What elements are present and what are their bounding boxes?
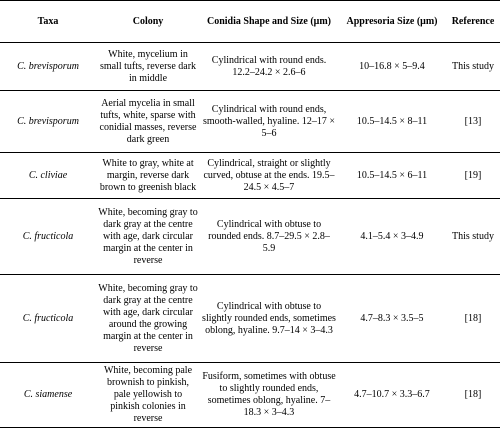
reference-cell: [19] bbox=[446, 152, 500, 199]
reference-cell: This study bbox=[446, 198, 500, 275]
table-row: C. brevisporum Aerial mycelia in small t… bbox=[0, 90, 500, 153]
taxa-cell: C. brevisporum bbox=[0, 90, 96, 153]
colony-cell: White, becoming pale brownish to pinkish… bbox=[96, 362, 200, 428]
table-row: C. siamense White, becoming pale brownis… bbox=[0, 362, 500, 428]
reference-cell: This study bbox=[446, 42, 500, 91]
header-reference: Reference bbox=[446, 0, 500, 43]
conidia-cell: Cylindrical with obtuse to rounded ends.… bbox=[200, 198, 338, 275]
conidia-cell: Fusiform, sometimes with obtuse to sligh… bbox=[200, 362, 338, 428]
colony-cell: White, becoming gray to dark gray at the… bbox=[96, 198, 200, 275]
table-row: C. cliviae White to gray, white at margi… bbox=[0, 152, 500, 199]
table-header: Taxa Colony Conidia Shape and Size (μm) … bbox=[0, 0, 500, 43]
table-row: C. brevisporum White, mycelium in small … bbox=[0, 42, 500, 91]
table-row: C. fructicola White, becoming gray to da… bbox=[0, 198, 500, 275]
appresoria-cell: 4.7–10.7 × 3.3–6.7 bbox=[338, 362, 446, 428]
header-appresoria: Appresoria Size (μm) bbox=[338, 0, 446, 43]
appresoria-cell: 10–16.8 × 5–9.4 bbox=[338, 42, 446, 91]
taxa-cell: C. siamense bbox=[0, 362, 96, 428]
colony-cell: White to gray, white at margin, reverse … bbox=[96, 152, 200, 199]
appresoria-cell: 4.7–8.3 × 3.5–5 bbox=[338, 274, 446, 363]
conidia-cell: Cylindrical, straight or slightly curved… bbox=[200, 152, 338, 199]
table-row: C. fructicola White, becoming gray to da… bbox=[0, 274, 500, 363]
conidia-cell: Cylindrical with round ends, smooth-wall… bbox=[200, 90, 338, 153]
table-body: C. brevisporum White, mycelium in small … bbox=[0, 42, 500, 428]
header-colony: Colony bbox=[96, 0, 200, 43]
colony-cell: Aerial mycelia in small tufts, white, sp… bbox=[96, 90, 200, 153]
reference-cell: [13] bbox=[446, 90, 500, 153]
taxa-cell: C. fructicola bbox=[0, 274, 96, 363]
reference-cell: [18] bbox=[446, 274, 500, 363]
appresoria-cell: 10.5–14.5 × 6–11 bbox=[338, 152, 446, 199]
taxa-cell: C. fructicola bbox=[0, 198, 96, 275]
taxa-cell: C. brevisporum bbox=[0, 42, 96, 91]
conidia-cell: Cylindrical with obtuse to slightly roun… bbox=[200, 274, 338, 363]
header-taxa: Taxa bbox=[0, 0, 96, 43]
appresoria-cell: 10.5–14.5 × 8–11 bbox=[338, 90, 446, 153]
header-row: Taxa Colony Conidia Shape and Size (μm) … bbox=[0, 0, 500, 43]
header-conidia: Conidia Shape and Size (μm) bbox=[200, 0, 338, 43]
reference-cell: [18] bbox=[446, 362, 500, 428]
conidia-cell: Cylindrical with round ends. 12.2–24.2 ×… bbox=[200, 42, 338, 91]
appresoria-cell: 4.1–5.4 × 3–4.9 bbox=[338, 198, 446, 275]
taxa-cell: C. cliviae bbox=[0, 152, 96, 199]
colony-cell: White, becoming gray to dark gray at the… bbox=[96, 274, 200, 363]
colony-cell: White, mycelium in small tufts, reverse … bbox=[96, 42, 200, 91]
